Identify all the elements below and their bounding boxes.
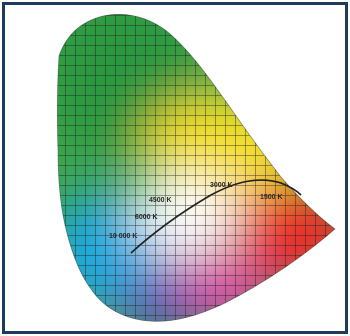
diagram-frame: 10 000 K 6000 K 4500 K 3000 K 1500 K bbox=[2, 2, 348, 334]
grid-lines bbox=[57, 14, 336, 322]
planckian-locus-curve bbox=[130, 179, 302, 254]
spectral-locus-outline bbox=[56, 13, 336, 322]
label-6000k: 6000 K bbox=[135, 214, 158, 221]
label-1500k: 1500 K bbox=[260, 194, 283, 201]
cie-chromaticity-diagram: 10 000 K 6000 K 4500 K 3000 K 1500 K bbox=[56, 13, 336, 322]
label-3000k: 3000 K bbox=[210, 182, 233, 189]
color-gamut bbox=[57, 14, 336, 322]
label-4500k: 4500 K bbox=[149, 197, 172, 204]
label-10000k: 10 000 K bbox=[109, 233, 137, 240]
